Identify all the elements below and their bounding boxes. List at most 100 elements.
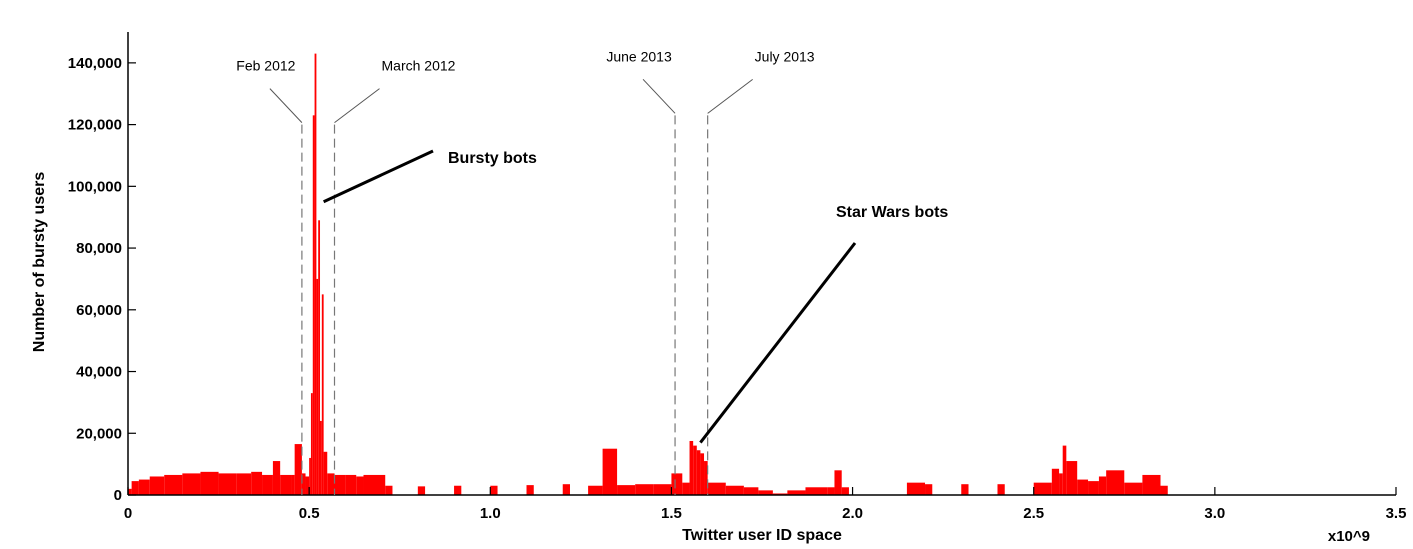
x-tick-label: 1.0 xyxy=(480,505,501,522)
histogram-bar xyxy=(310,393,313,495)
histogram-bar xyxy=(602,448,618,495)
date-marker-leader xyxy=(642,78,676,114)
histogram-bar xyxy=(334,474,346,495)
y-tick-label: 140,000 xyxy=(68,55,122,72)
histogram-bar xyxy=(417,486,426,495)
histogram-bar xyxy=(696,450,701,495)
histogram-bar xyxy=(704,461,708,495)
x-tick-label: 2.0 xyxy=(842,505,863,522)
y-tick-label: 40,000 xyxy=(76,364,122,381)
histogram-bar xyxy=(562,484,570,495)
histogram-bar xyxy=(617,485,636,495)
histogram-bar xyxy=(305,476,310,495)
histogram-bar xyxy=(758,490,773,495)
histogram-bar xyxy=(635,484,654,495)
callout-leader xyxy=(323,149,434,204)
histogram-bar xyxy=(385,485,393,495)
histogram-bar xyxy=(149,476,165,495)
histogram-bar xyxy=(280,474,292,495)
date-marker-label: July 2013 xyxy=(755,48,815,64)
histogram-bar xyxy=(314,53,317,496)
histogram-bar xyxy=(312,115,315,495)
x-tick-label: 0.5 xyxy=(299,505,320,522)
histogram-bar xyxy=(588,485,603,495)
date-marker-label: March 2012 xyxy=(382,58,456,74)
y-tick-label: 60,000 xyxy=(76,302,122,319)
y-tick-label: 100,000 xyxy=(68,178,122,195)
histogram-bar xyxy=(772,493,788,495)
histogram-bar xyxy=(321,294,324,495)
histogram-bar xyxy=(316,278,319,495)
histogram-bar xyxy=(707,482,726,495)
y-tick-label: 120,000 xyxy=(68,117,122,134)
histogram-bar xyxy=(1106,470,1125,495)
histogram-bar xyxy=(236,473,252,495)
histogram-bar xyxy=(320,420,322,495)
histogram-bar xyxy=(653,484,672,495)
histogram-bar xyxy=(318,220,321,496)
histogram-bar xyxy=(1142,474,1161,495)
x-axis-title: Twitter user ID space xyxy=(682,527,842,544)
histogram-bar xyxy=(301,473,306,495)
x-tick-label: 1.5 xyxy=(661,505,682,522)
histogram-bar xyxy=(1160,485,1168,495)
histogram-bar xyxy=(841,487,849,495)
histogram-bar xyxy=(925,484,933,495)
histogram-bar xyxy=(693,445,697,495)
histogram-bar xyxy=(272,461,281,495)
x-tick-label: 3.0 xyxy=(1204,505,1225,522)
histogram-bar xyxy=(682,482,690,495)
histogram-bar xyxy=(689,440,694,495)
callout-annotations: Bursty bots Star Wars bots xyxy=(323,149,948,444)
x-axis-multiplier: x10^9 xyxy=(1328,528,1370,545)
histogram-bar xyxy=(454,485,462,495)
callout-label: Star Wars bots xyxy=(836,204,948,221)
histogram-bar xyxy=(1051,468,1060,495)
x-tick-label: 2.5 xyxy=(1023,505,1044,522)
histogram-bar xyxy=(294,444,302,495)
histogram-bar xyxy=(1088,481,1099,495)
histogram-bar xyxy=(262,474,273,495)
histogram-bar xyxy=(1124,482,1143,495)
y-tick-label: 20,000 xyxy=(76,425,122,442)
date-marker-leader xyxy=(334,88,380,123)
histogram-bar xyxy=(323,451,328,495)
x-axis-ticks: 0 0.5 1.0 1.5 2.0 2.5 3.0 3.5 xyxy=(124,487,1406,522)
histogram-bar xyxy=(200,471,219,495)
histogram-bar xyxy=(526,485,534,495)
histogram-bar xyxy=(327,473,335,495)
date-marker-label: Feb 2012 xyxy=(236,58,295,74)
histogram-bar xyxy=(218,473,237,495)
callout-label: Bursty bots xyxy=(448,150,537,167)
histogram-bar xyxy=(128,488,132,495)
histogram-bar xyxy=(997,484,1005,495)
date-marker-leader xyxy=(707,78,753,114)
date-markers: Feb 2012 March 2012 June 2013 July 2013 xyxy=(236,48,815,495)
histogram-bar xyxy=(743,487,759,495)
histogram-bar xyxy=(164,474,183,495)
histogram-bar xyxy=(1066,461,1078,495)
histogram-bar xyxy=(490,485,498,495)
histogram-bar xyxy=(1077,479,1089,495)
date-marker-leader xyxy=(269,88,303,123)
histogram-bar xyxy=(138,479,150,495)
histogram-bar xyxy=(291,474,295,495)
x-tick-label: 0 xyxy=(124,505,132,522)
histogram-bar xyxy=(251,471,263,495)
histogram-bar xyxy=(787,490,806,495)
date-marker-label: June 2013 xyxy=(606,48,672,64)
histogram-bar xyxy=(182,473,201,495)
y-axis-title: Number of bursty users xyxy=(31,172,48,353)
y-tick-label: 0 xyxy=(114,487,122,504)
histogram-bar xyxy=(700,453,705,495)
histogram-bar xyxy=(834,470,842,495)
histogram-bar xyxy=(961,484,969,495)
histogram-bars xyxy=(128,53,1168,496)
histogram-bar xyxy=(1062,445,1067,495)
histogram-bar xyxy=(356,476,364,495)
histogram-bar xyxy=(345,474,357,495)
histogram-bar xyxy=(671,473,683,495)
histogram-bar xyxy=(805,487,828,495)
y-axis-ticks: 0 20,000 40,000 60,000 80,000 100,000 120,000 1… xyxy=(68,55,136,504)
